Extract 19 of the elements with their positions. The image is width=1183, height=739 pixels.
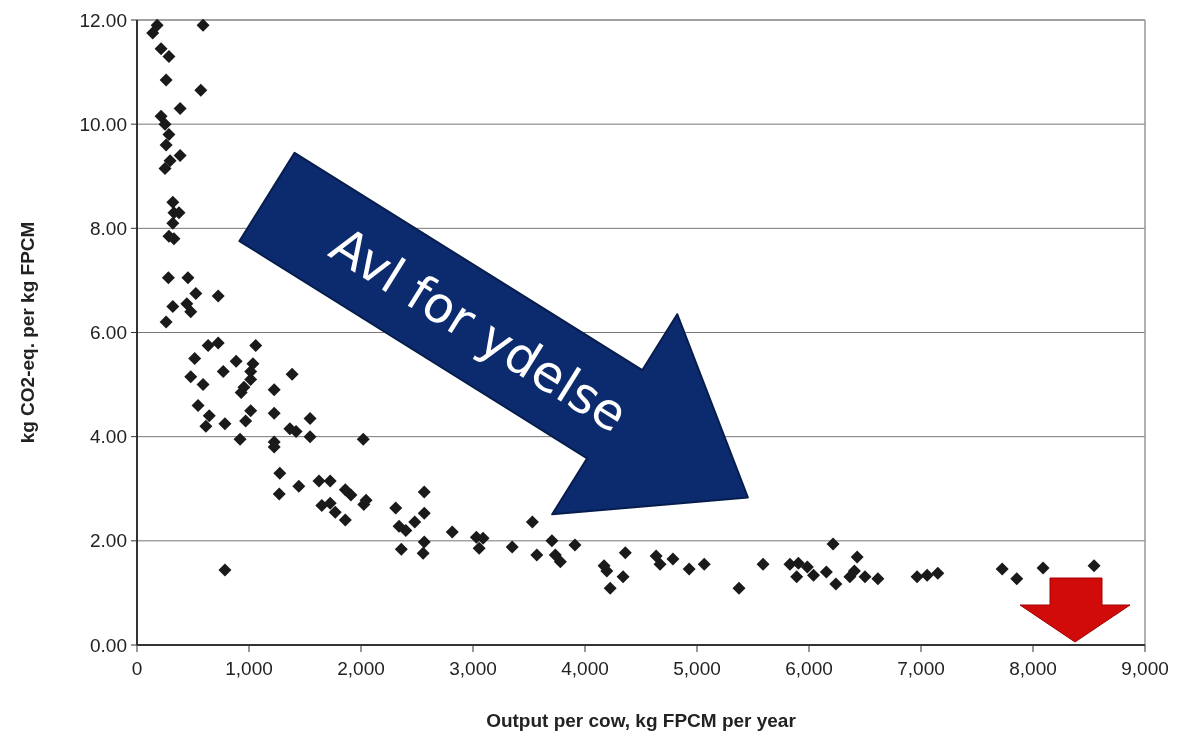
y-tick-label: 12.00 (79, 9, 127, 31)
x-tick-label: 7,000 (897, 658, 945, 679)
y-tick-label: 2.00 (90, 530, 127, 552)
x-tick-label: 4,000 (561, 658, 609, 679)
y-tick-label: 0.00 (90, 634, 127, 656)
x-tick-label: 9,000 (1121, 658, 1169, 679)
x-tick-label: 1,000 (225, 658, 273, 679)
x-tick-label: 2,000 (337, 658, 385, 679)
x-tick-label: 8,000 (1009, 658, 1057, 679)
y-tick-label: 8.00 (90, 217, 127, 239)
x-axis-title: Output per cow, kg FPCM per year (486, 710, 797, 731)
y-axis-title: kg CO2-eq. per kg FPCM (17, 221, 38, 444)
x-tick-label: 0 (131, 658, 143, 679)
y-tick-label: 6.00 (90, 322, 127, 344)
x-tick-label: 3,000 (449, 658, 497, 679)
x-tick-label: 6,000 (785, 658, 833, 679)
y-tick-label: 4.00 (90, 426, 127, 448)
y-tick-label: 10.00 (79, 113, 127, 135)
x-tick-label: 5,000 (673, 658, 721, 679)
